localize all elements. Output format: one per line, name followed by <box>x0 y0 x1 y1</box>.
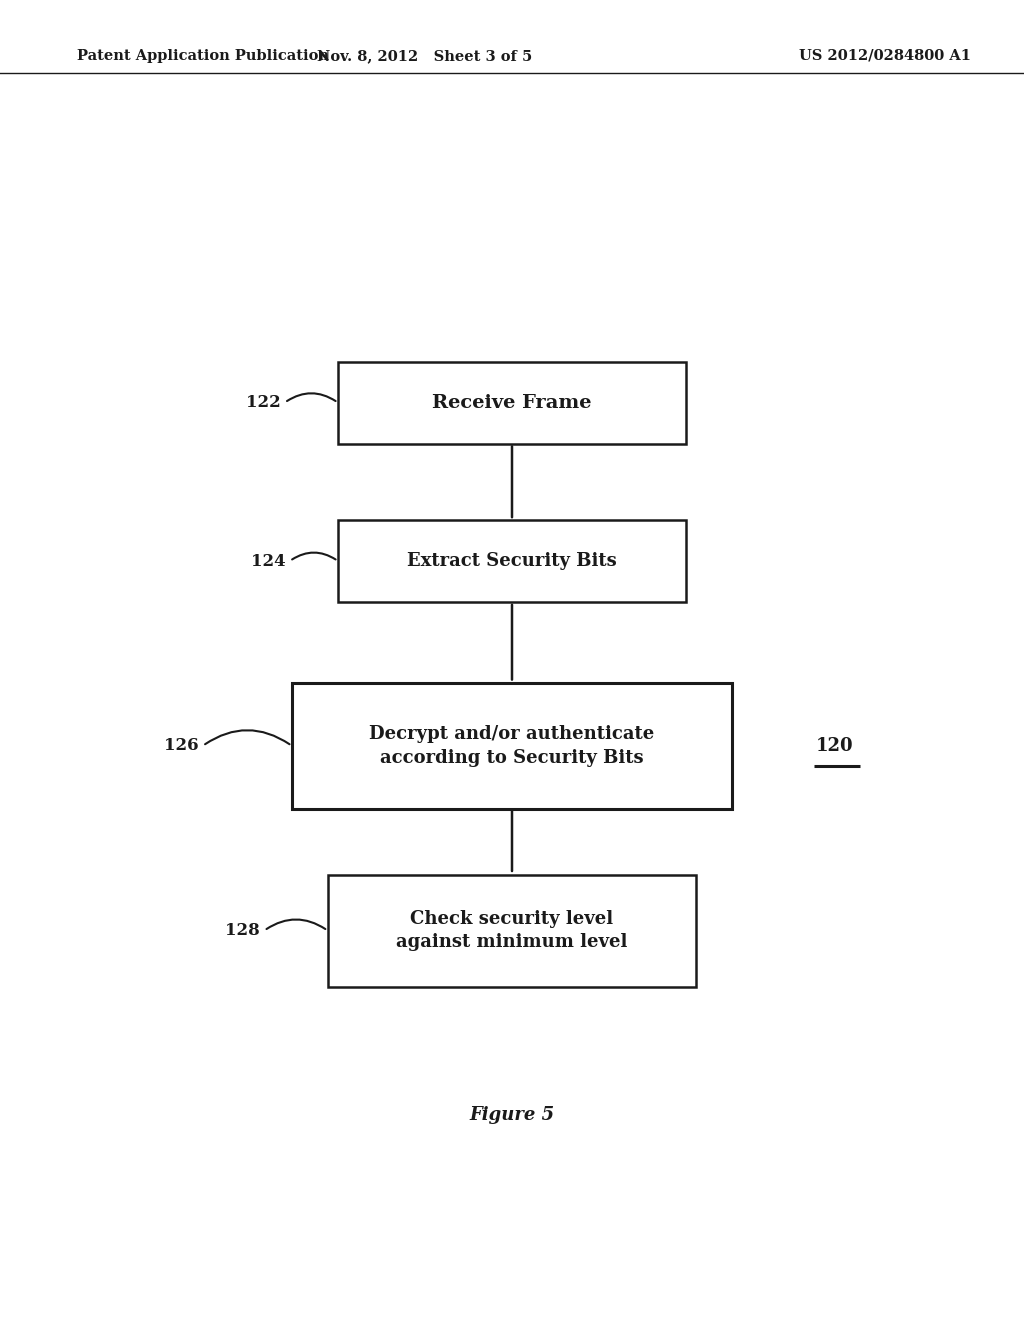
Text: US 2012/0284800 A1: US 2012/0284800 A1 <box>799 49 971 63</box>
Text: 126: 126 <box>164 738 199 754</box>
Bar <box>328 874 696 987</box>
Text: 128: 128 <box>225 923 260 939</box>
Text: 124: 124 <box>251 553 286 569</box>
Text: Patent Application Publication: Patent Application Publication <box>77 49 329 63</box>
Text: Check security level
against minimum level: Check security level against minimum lev… <box>396 909 628 952</box>
Text: Extract Security Bits: Extract Security Bits <box>408 552 616 570</box>
Text: Decrypt and/or authenticate
according to Security Bits: Decrypt and/or authenticate according to… <box>370 725 654 767</box>
Bar <box>338 520 686 602</box>
Text: Figure 5: Figure 5 <box>469 1106 555 1125</box>
Bar <box>292 682 732 808</box>
Text: Receive Frame: Receive Frame <box>432 393 592 412</box>
Text: 122: 122 <box>246 395 281 411</box>
Text: Nov. 8, 2012   Sheet 3 of 5: Nov. 8, 2012 Sheet 3 of 5 <box>317 49 532 63</box>
Bar <box>338 362 686 444</box>
Text: 120: 120 <box>816 737 853 755</box>
